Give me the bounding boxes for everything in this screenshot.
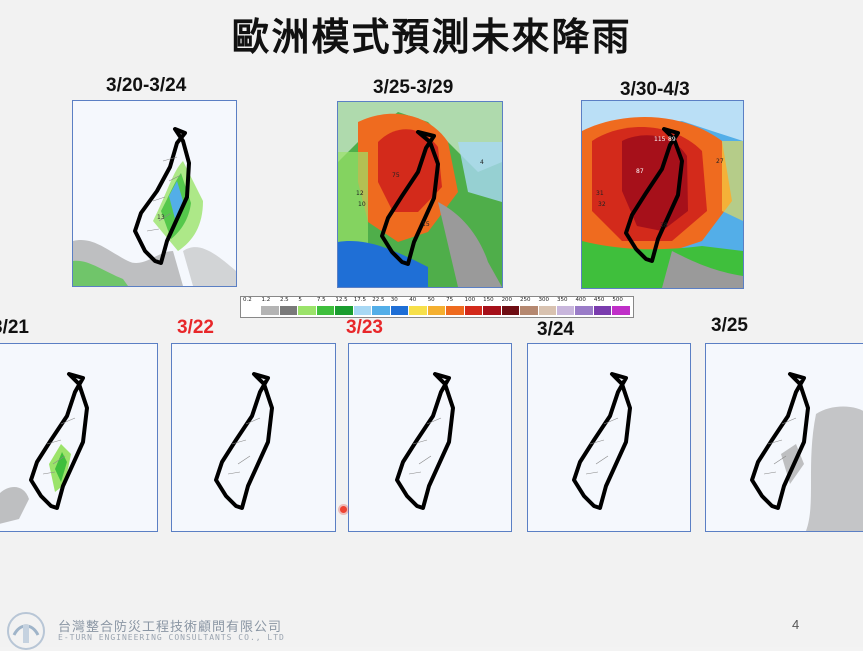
scale-tick-label: 1.2: [261, 297, 271, 303]
scale-tick-label: 400: [575, 297, 586, 303]
scale-swatch: [372, 306, 391, 315]
scale-swatch: [538, 306, 557, 315]
daily-map-4: [527, 343, 691, 532]
scale-tick-label: 50: [427, 297, 435, 303]
daily-map-3: [348, 343, 512, 532]
scale-swatch: [612, 306, 631, 315]
scale-tick-label: 17.5: [353, 297, 367, 303]
scale-tick-label: 30: [390, 297, 398, 303]
daily-map-2: [171, 343, 336, 532]
rainfall-map-graphic: [349, 344, 511, 531]
scale-swatch: [409, 306, 428, 315]
daily-label-5: 3/25: [711, 315, 748, 336]
daily-map-5: [705, 343, 863, 532]
rain-value: 115: [654, 136, 666, 143]
footer-company-name: 台灣整合防災工程技術顧問有限公司: [58, 620, 283, 635]
footer-company-name-en: E-TURN ENGINEERING CONSULTANTS CO., LTD: [58, 633, 285, 642]
daily-map-1: [0, 343, 158, 532]
scale-swatch: [483, 306, 502, 315]
scale-tick-label: 250: [520, 297, 531, 303]
scale-swatch: [279, 306, 299, 315]
scale-tick-label: 300: [538, 297, 550, 303]
period-label-1: 3/20-3/24: [106, 75, 187, 96]
period-map-1: 13: [72, 100, 237, 287]
rain-value: 27: [716, 158, 724, 165]
scale-swatch: [464, 306, 484, 315]
scale-tick-label: 5: [298, 297, 302, 303]
rainfall-map-graphic: [528, 344, 690, 531]
scale-color-bar: [243, 306, 631, 315]
scale-swatch: [261, 306, 280, 315]
rain-value: 38: [660, 222, 668, 229]
company-logo-icon: [7, 612, 45, 650]
scale-swatch: [390, 306, 410, 315]
scale-swatch: [556, 306, 576, 315]
rain-value: 87: [636, 168, 644, 175]
rain-value: 75: [392, 172, 400, 179]
scale-tick-label: 75: [446, 297, 454, 303]
page-number: 4: [792, 617, 800, 632]
rainfall-color-scale: 0.2 1.2 2.5 5 7.5 12.5 17.5 22.5 30 40 50 75 100 150 2…: [240, 296, 634, 318]
rain-value: 12: [356, 190, 364, 197]
rainfall-map-graphic: [0, 344, 157, 531]
scale-tick-label: 150: [483, 297, 494, 303]
daily-label-2: 3/22: [177, 317, 214, 338]
period-label-3: 3/30-4/3: [620, 79, 690, 100]
scale-swatch: [427, 306, 447, 315]
period-label-2: 3/25-3/29: [373, 77, 454, 98]
rain-value: 89: [668, 136, 676, 143]
rainfall-map-graphic: 115 89 87 32 31 38 27: [582, 101, 743, 288]
scale-swatch: [446, 306, 465, 315]
scale-swatch: [243, 306, 262, 315]
mouse-pointer: [340, 506, 347, 513]
scale-tick-label: 7.5: [316, 297, 326, 303]
slide-title: 歐洲模式預測未來降雨: [231, 15, 632, 59]
rain-value: 4: [480, 159, 484, 166]
scale-swatch: [520, 306, 539, 315]
scale-swatch: [353, 306, 373, 315]
scale-swatch: [335, 306, 354, 315]
scale-swatch: [501, 306, 521, 315]
scale-tick-label: 450: [593, 297, 605, 303]
scale-tick-label: 40: [409, 297, 417, 303]
scale-tick-label: 100: [464, 297, 476, 303]
scale-tick-label: 200: [501, 297, 513, 303]
scale-tick-label: 12.5: [335, 297, 348, 303]
rainfall-map-graphic: 75 12 10 15 4: [338, 102, 502, 287]
scale-swatch: [593, 306, 613, 315]
period-map-3: 115 89 87 32 31 38 27: [581, 100, 744, 289]
daily-label-3: 3/23: [346, 317, 383, 338]
scale-tick-label: 0.2: [243, 297, 252, 303]
period-map-2: 75 12 10 15 4: [337, 101, 503, 288]
rain-value: 13: [157, 214, 165, 221]
scale-swatch: [316, 306, 336, 315]
scale-ticks: 0.2 1.2 2.5 5 7.5 12.5 17.5 22.5 30 40 50 75 100 150 2…: [243, 297, 631, 306]
rainfall-map-graphic: [706, 344, 863, 531]
rainfall-map-graphic: [172, 344, 335, 531]
scale-swatch: [575, 306, 594, 315]
scale-swatch: [298, 306, 317, 315]
scale-tick-label: 2.5: [279, 297, 289, 303]
rain-value: 15: [422, 221, 430, 228]
daily-label-1: 3/21: [0, 317, 29, 338]
scale-tick-label: 500: [612, 297, 623, 303]
rain-value: 31: [596, 190, 604, 197]
rain-value: 32: [598, 201, 606, 208]
scale-tick-label: 22.5: [372, 297, 385, 303]
rain-value: 10: [358, 201, 366, 208]
daily-label-4: 3/24: [537, 319, 574, 340]
rainfall-map-graphic: 13: [73, 101, 236, 286]
scale-tick-label: 350: [556, 297, 568, 303]
